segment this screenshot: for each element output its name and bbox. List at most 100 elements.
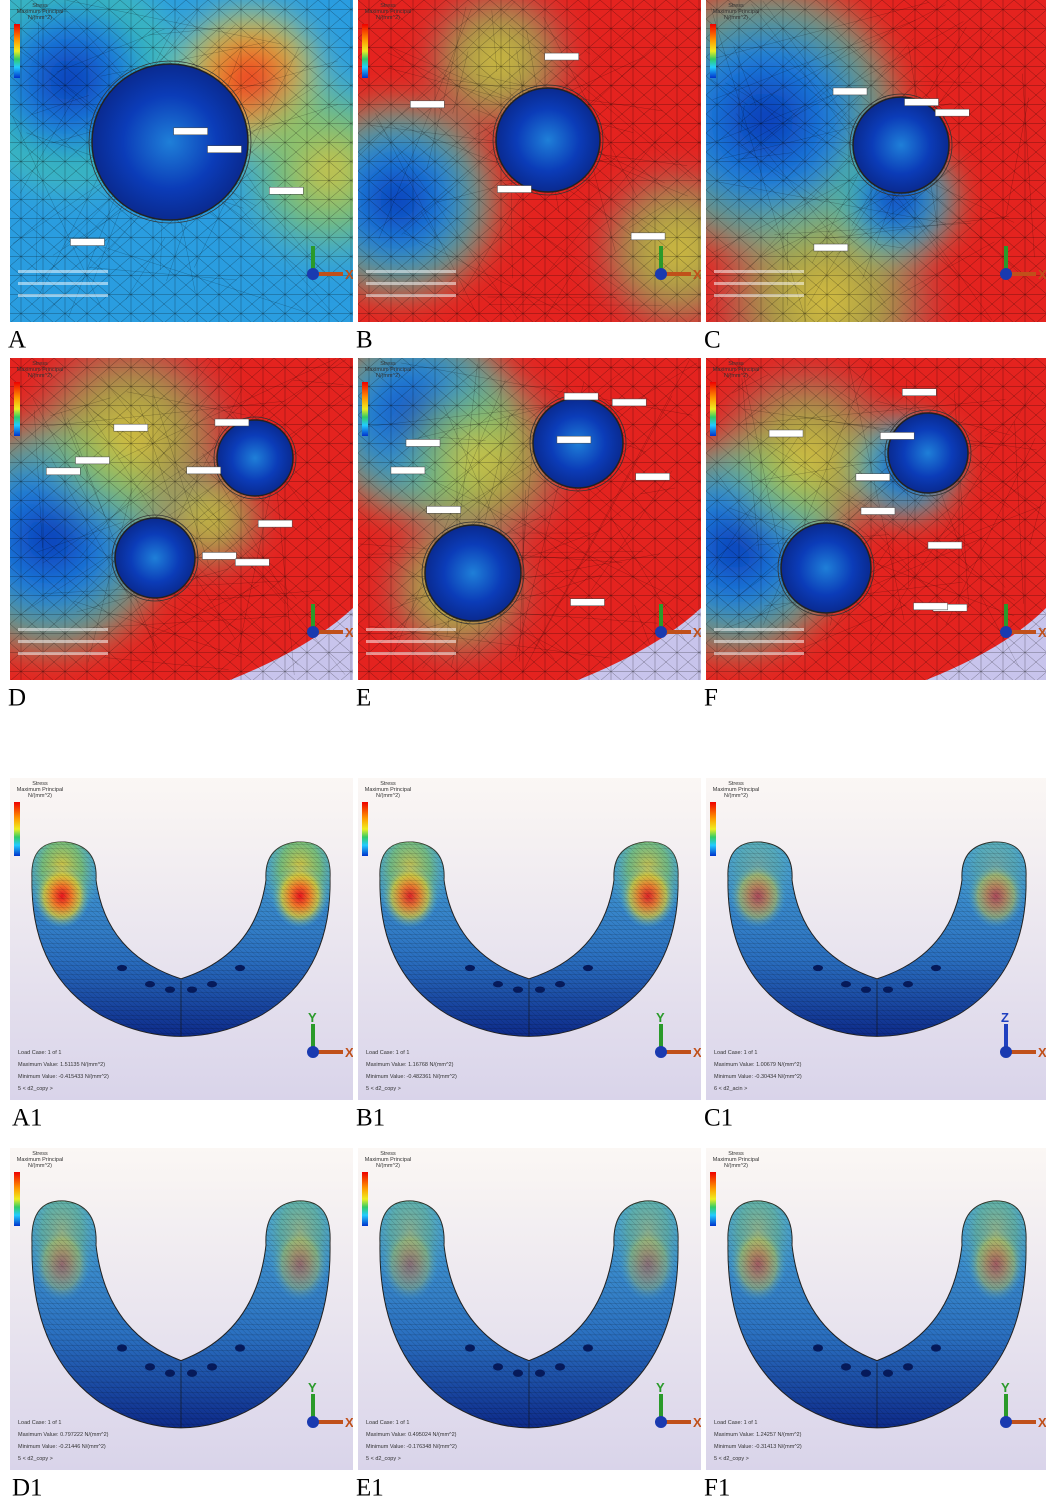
implant-site xyxy=(207,981,217,987)
implant-site xyxy=(207,1363,217,1370)
info-line xyxy=(18,282,108,285)
color-bar xyxy=(710,1172,716,1226)
info-text: Load Case: 1 of 1 xyxy=(714,1420,757,1426)
panel-image: StressMaximum PrincipalN/(mm^2)Load Case… xyxy=(10,1138,354,1476)
probe-label xyxy=(497,186,531,193)
triad-origin xyxy=(1000,1046,1012,1058)
triad-origin xyxy=(1000,268,1012,280)
probe-label xyxy=(215,419,249,426)
probe-label xyxy=(557,436,591,443)
probe-label xyxy=(880,432,914,439)
info-line xyxy=(18,652,108,655)
info-line xyxy=(366,640,456,643)
probe-label xyxy=(856,474,890,481)
implant-site xyxy=(513,986,523,992)
triad-label: Y xyxy=(308,1380,317,1395)
panel-image: StressMaximum PrincipalN/(mm^2)Load Case… xyxy=(358,1138,702,1476)
implant-site xyxy=(841,1363,851,1370)
implant-site xyxy=(931,965,941,971)
triad-label: Z xyxy=(1001,1010,1009,1025)
implant-site xyxy=(187,986,197,992)
implant-site xyxy=(903,981,913,987)
info-line xyxy=(366,294,456,297)
panel-image: StressMaximum PrincipalN/(mm^2)Load Case… xyxy=(706,778,1046,1100)
info-text: Minimum Value: -0.482361 N/(mm^2) xyxy=(366,1074,457,1080)
implant-site xyxy=(145,981,155,987)
triad-origin xyxy=(307,268,319,280)
info-text: Load Case: 1 of 1 xyxy=(18,1050,61,1056)
implant-site xyxy=(841,981,851,987)
implant-site xyxy=(493,981,503,987)
legend-title: N/(mm^2) xyxy=(376,373,400,379)
panel-label: C1 xyxy=(704,1105,733,1132)
implant-site xyxy=(115,518,195,598)
color-bar xyxy=(14,1172,20,1226)
legend-title: N/(mm^2) xyxy=(28,1163,52,1169)
triad-origin xyxy=(655,626,667,638)
triad-origin xyxy=(655,268,667,280)
triad-origin xyxy=(307,626,319,638)
triad-label: X xyxy=(693,1045,702,1060)
probe-label xyxy=(612,399,646,406)
triad-label: X xyxy=(1038,267,1046,282)
panel-label: A xyxy=(8,327,26,354)
panel-label: E xyxy=(356,685,371,712)
implant-site xyxy=(781,523,871,613)
implant-site xyxy=(861,986,871,992)
panel-label: B xyxy=(356,327,373,354)
legend-title: N/(mm^2) xyxy=(724,1163,748,1169)
implant-site xyxy=(235,1344,245,1351)
panel-label: F xyxy=(704,685,718,712)
color-bar xyxy=(710,382,716,436)
probe-label xyxy=(114,424,148,431)
implant-site xyxy=(493,1363,503,1370)
probe-label xyxy=(410,101,444,108)
implant-site xyxy=(555,981,565,987)
triad-label: X xyxy=(1038,1415,1046,1430)
panel-image: StressMaximum PrincipalN/(mm^2)X xyxy=(308,308,702,680)
triad-origin xyxy=(1000,626,1012,638)
implant-site xyxy=(813,965,823,971)
implant-site xyxy=(583,965,593,971)
info-line xyxy=(714,282,804,285)
implant-site xyxy=(117,965,127,971)
panel-image: StressMaximum PrincipalN/(mm^2)Load Case… xyxy=(10,778,354,1100)
mesh xyxy=(706,358,1046,680)
info-line xyxy=(714,270,804,273)
probe-label xyxy=(631,233,665,240)
panel-image: StressMaximum PrincipalN/(mm^2)X xyxy=(0,328,354,680)
implant-site xyxy=(165,986,175,992)
panel-label: B1 xyxy=(356,1105,385,1132)
panel-label: D xyxy=(8,685,26,712)
implant-site xyxy=(861,1370,871,1377)
color-bar xyxy=(14,24,20,78)
implant-site xyxy=(813,1344,823,1351)
color-bar xyxy=(710,24,716,78)
legend-title: N/(mm^2) xyxy=(724,793,748,799)
implant-site xyxy=(496,88,600,192)
panel-image: StressMaximum PrincipalN/(mm^2)Load Case… xyxy=(706,1138,1046,1476)
probe-label xyxy=(406,439,440,446)
probe-label xyxy=(391,467,425,474)
probe-label xyxy=(769,430,803,437)
triad-label: Y xyxy=(308,1010,317,1025)
panel-label: A1 xyxy=(12,1105,43,1132)
implant-site xyxy=(145,1363,155,1370)
implant-site xyxy=(883,986,893,992)
panel: StressMaximum PrincipalN/(mm^2)Load Case… xyxy=(706,1138,1046,1476)
figure: StressMaximum PrincipalN/(mm^2)XAStressM… xyxy=(0,0,1046,1508)
triad-label: Y xyxy=(656,1010,665,1025)
info-line xyxy=(366,270,456,273)
panel: StressMaximum PrincipalN/(mm^2)X xyxy=(0,328,354,680)
panel-label: F1 xyxy=(704,1475,730,1502)
triad-label: X xyxy=(345,1045,354,1060)
probe-label xyxy=(70,239,104,246)
probe-label xyxy=(258,520,292,527)
color-bar xyxy=(362,382,368,436)
implant-site xyxy=(535,986,545,992)
probe-label xyxy=(46,468,80,475)
probe-label xyxy=(235,559,269,566)
implant-site xyxy=(931,1344,941,1351)
info-text: Maximum Value: 0.797222 N/(mm^2) xyxy=(18,1432,109,1438)
